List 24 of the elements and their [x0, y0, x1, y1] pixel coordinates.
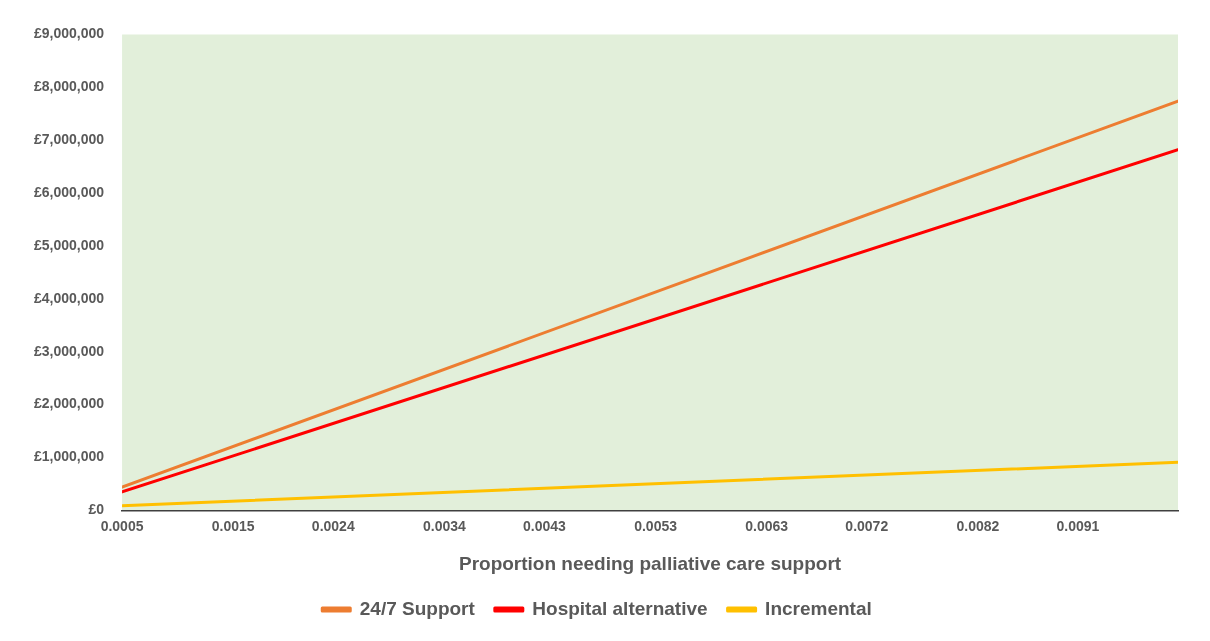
x-tick-label: 0.0063 [745, 517, 789, 534]
y-tick-label: £8,000,000 [33, 78, 105, 95]
y-tick-label: £0 [88, 501, 105, 518]
x-tick-label: 0.0005 [100, 517, 144, 534]
y-tick-label: £2,000,000 [33, 395, 105, 412]
y-tick-label: £3,000,000 [33, 342, 105, 359]
y-tick-label: £9,000,000 [33, 25, 105, 42]
legend-label: Incremental [765, 597, 872, 619]
x-tick-label: 0.0091 [1056, 517, 1100, 534]
x-tick-label: 0.0024 [311, 517, 355, 534]
legend-label: Hospital alternative [532, 597, 708, 619]
x-axis-title: Proportion needing palliative care support [458, 552, 842, 574]
y-tick-label: £5,000,000 [33, 236, 105, 253]
x-tick-label: 0.0043 [523, 517, 567, 534]
y-tick-label: £1,000,000 [33, 448, 105, 465]
y-tick-label: £4,000,000 [33, 289, 105, 306]
x-tick-label: 0.0034 [422, 517, 467, 534]
x-tick-label: 0.0072 [845, 517, 889, 534]
x-tick-label: 0.0053 [634, 517, 678, 534]
y-tick-label: £6,000,000 [33, 183, 105, 200]
legend-label: 24/7 Support [359, 597, 476, 619]
x-tick-label: 0.0015 [211, 517, 255, 534]
y-tick-label: £7,000,000 [33, 131, 105, 148]
x-tick-label: 0.0082 [956, 517, 1000, 534]
